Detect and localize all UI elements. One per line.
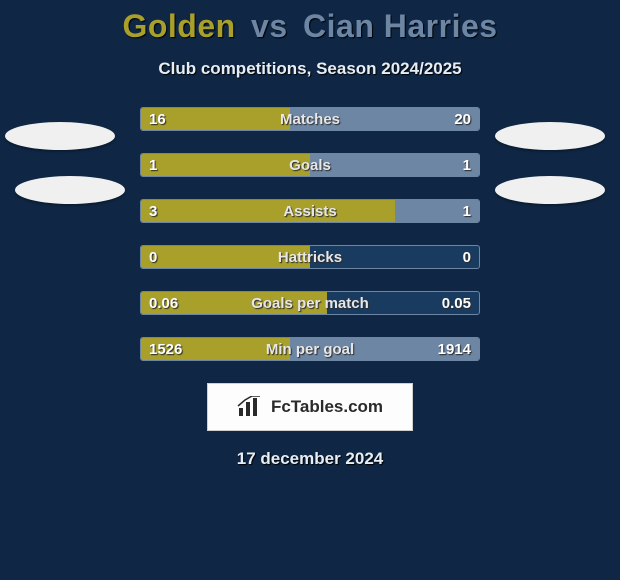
fctables-watermark: FcTables.com: [207, 383, 413, 431]
comparison-subtitle: Club competitions, Season 2024/2025: [0, 59, 620, 79]
stat-value-left: 0.06: [141, 292, 186, 314]
stat-fill-left: [141, 246, 310, 268]
stat-value-left: 3: [141, 200, 165, 222]
stat-value-left: 1526: [141, 338, 190, 360]
stat-value-left: 16: [141, 108, 174, 130]
stat-fill-right: [310, 154, 479, 176]
stat-value-right: 1: [455, 154, 479, 176]
vs-word: vs: [251, 8, 288, 44]
stat-row: 1620Matches: [140, 107, 480, 131]
stat-value-right: 0.05: [434, 292, 479, 314]
stat-row: 11Goals: [140, 153, 480, 177]
stat-bars: 1620Matches11Goals31Assists00Hattricks0.…: [140, 107, 480, 361]
comparison-title: Golden vs Cian Harries: [0, 0, 620, 45]
stat-value-right: 1914: [430, 338, 479, 360]
comparison-date: 17 december 2024: [0, 449, 620, 469]
decorative-ellipse: [495, 176, 605, 204]
stat-fill-left: [141, 200, 395, 222]
stat-value-left: 0: [141, 246, 165, 268]
decorative-ellipse: [15, 176, 125, 204]
stat-value-left: 1: [141, 154, 165, 176]
player2-name: Cian Harries: [303, 8, 498, 44]
stat-row: 31Assists: [140, 199, 480, 223]
stat-fill-left: [141, 154, 310, 176]
decorative-ellipse: [495, 122, 605, 150]
stat-value-right: 20: [446, 108, 479, 130]
stat-value-right: 0: [455, 246, 479, 268]
stat-row: 15261914Min per goal: [140, 337, 480, 361]
decorative-ellipse: [5, 122, 115, 150]
watermark-text: FcTables.com: [271, 397, 383, 417]
player1-name: Golden: [122, 8, 235, 44]
stat-row: 00Hattricks: [140, 245, 480, 269]
bars-icon: [237, 396, 263, 418]
stat-row: 0.060.05Goals per match: [140, 291, 480, 315]
stat-value-right: 1: [455, 200, 479, 222]
